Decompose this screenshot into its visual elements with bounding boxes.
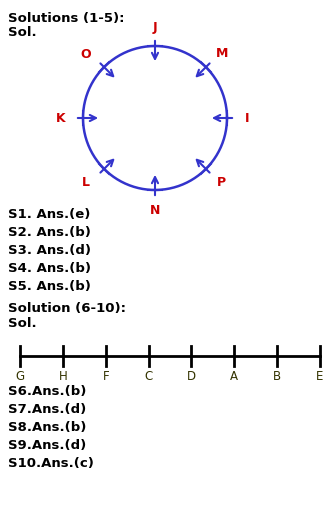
Text: C: C — [144, 370, 153, 383]
Text: S3. Ans.(d): S3. Ans.(d) — [8, 244, 91, 257]
Text: S5. Ans.(b): S5. Ans.(b) — [8, 280, 91, 293]
Text: F: F — [102, 370, 109, 383]
Text: H: H — [58, 370, 67, 383]
Text: Sol.: Sol. — [8, 317, 37, 330]
Text: S2. Ans.(b): S2. Ans.(b) — [8, 226, 91, 239]
Text: S1. Ans.(e): S1. Ans.(e) — [8, 208, 90, 221]
Text: S7.Ans.(d): S7.Ans.(d) — [8, 403, 86, 416]
Text: S4. Ans.(b): S4. Ans.(b) — [8, 262, 91, 275]
Text: D: D — [187, 370, 196, 383]
Text: K: K — [56, 112, 66, 125]
Text: B: B — [273, 370, 281, 383]
Text: S10.Ans.(c): S10.Ans.(c) — [8, 457, 94, 470]
Text: A: A — [230, 370, 238, 383]
Text: O: O — [81, 48, 91, 60]
Text: S9.Ans.(d): S9.Ans.(d) — [8, 439, 86, 452]
Text: G: G — [15, 370, 25, 383]
Text: I: I — [245, 112, 249, 125]
Text: N: N — [150, 204, 160, 217]
Text: L: L — [82, 176, 90, 189]
Text: S6.Ans.(b): S6.Ans.(b) — [8, 385, 86, 398]
Text: J: J — [153, 22, 157, 35]
Text: Solutions (1-5):: Solutions (1-5): — [8, 12, 125, 25]
Text: Solution (6-10):: Solution (6-10): — [8, 302, 126, 315]
Text: S8.Ans.(b): S8.Ans.(b) — [8, 421, 86, 434]
Text: E: E — [316, 370, 324, 383]
Text: Sol.: Sol. — [8, 26, 37, 39]
Text: P: P — [217, 176, 226, 189]
Text: M: M — [216, 47, 228, 59]
